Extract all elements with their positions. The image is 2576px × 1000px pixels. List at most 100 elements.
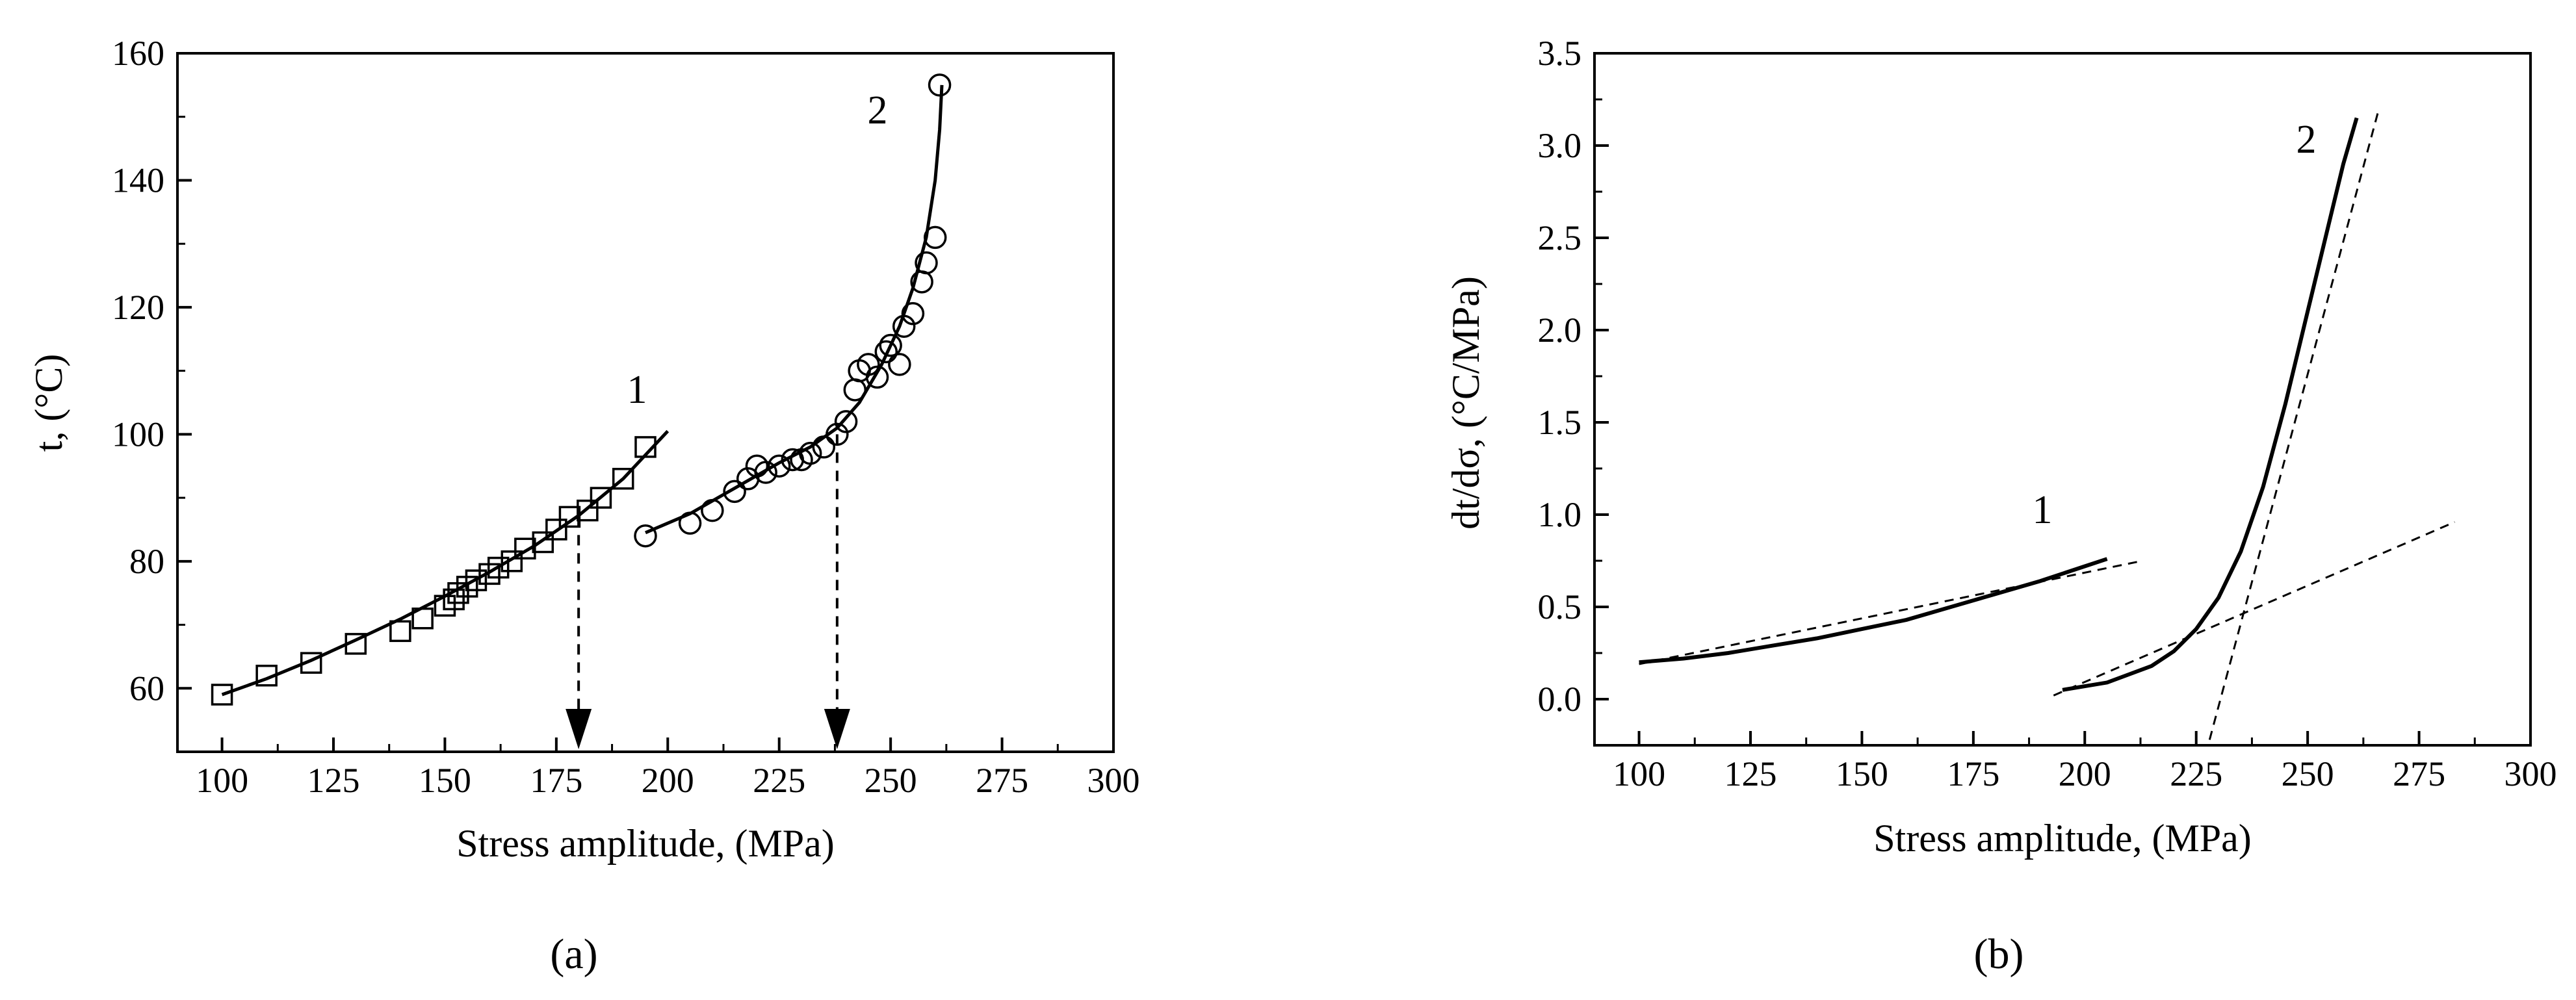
data-point-1-a [532,531,554,554]
x-axis-title-a: Stress amplitude, (MPa) [456,822,835,865]
b-y-tick-label: 3.0 [1538,126,1582,165]
fit-curve-1-a [221,429,670,697]
data-point-1-a [501,550,523,572]
series-b [1639,117,2359,692]
series-label-1-b: 1 [2033,488,2053,532]
b-x-tick-label: 200 [2059,754,2111,793]
derivative-curve-2-b [2062,117,2359,692]
data-point-2-a [915,251,938,275]
data-point-2-a [678,511,702,535]
data-point-1-a [389,620,411,643]
b-y-tick-label: 1.0 [1538,495,1582,534]
b-x-tick-label: 150 [1836,754,1888,793]
b-x-tick-label: 225 [2170,754,2222,793]
b-y-tick-label: 0.0 [1538,680,1582,719]
data-point-1-a [411,608,434,630]
b-x-tick-label: 300 [2504,754,2557,793]
data-point-2-a [865,365,889,389]
data-point-2-a [874,340,898,364]
data-point-2-a [834,410,858,433]
guide-arrow-head-2 [824,709,850,749]
a-y-tick-label: 60 [129,669,164,708]
axis-ticks-b: 100 125 150 175 200 225 250 275 300 0.0 0.5 1.0 1.5 2… [1538,34,2557,793]
data-point-1-a [545,519,567,541]
tangent-line-3 [2208,108,2380,740]
data-point-2-a [923,225,947,250]
data-point-1-a [577,499,599,522]
series-a [211,73,952,706]
b-x-tick-label: 100 [1613,754,1665,793]
a-x-tick-label: 150 [419,761,471,800]
b-x-tick-label: 175 [1947,754,1999,793]
x-axis-title-b: Stress amplitude, (MPa) [1873,817,2252,860]
data-point-2-a [928,73,952,97]
panel-label-a: (a) [550,930,597,978]
data-point-2-a [826,422,849,446]
b-y-tick-label: 2.5 [1538,218,1582,257]
data-point-2-a [701,498,724,522]
data-point-1-a [443,588,465,611]
b-x-tick-label: 125 [1724,754,1777,793]
data-point-2-a [892,314,916,338]
data-point-1-a [465,569,488,591]
a-y-tick-label: 80 [129,542,164,581]
data-point-2-a [879,333,902,357]
a-x-tick-label: 125 [307,761,360,800]
panel-label-b: (b) [1974,930,2024,978]
a-x-tick-label: 250 [865,761,917,800]
axis-ticks-a: 100 125 150 175 200 225 250 275 300 60 80 100 120 140… [112,34,1140,800]
tangent-line-1 [1639,559,2143,665]
data-point-2-a [767,454,791,478]
annotations-a [566,434,850,749]
b-y-tick-label: 1.5 [1538,403,1582,442]
a-x-tick-label: 225 [753,761,805,800]
b-y-tick-label: 0.5 [1538,587,1582,626]
data-point-2-a [843,378,867,402]
y-axis-title-b: dt/dσ, (°C/MPa) [1444,276,1487,530]
y-axis-title-a: t, (°C) [27,354,70,452]
b-x-tick-label: 250 [2282,754,2334,793]
data-point-2-a [857,353,880,376]
data-point-2-a [901,301,925,326]
data-point-1-a [487,556,510,579]
data-point-1-a [211,684,233,706]
a-x-tick-label: 200 [642,761,694,800]
data-point-1-a [514,537,536,560]
data-point-1-a [634,436,657,458]
series-label-2-a: 2 [868,88,888,133]
data-point-1-a [612,468,634,490]
chart-panel-b: 100 125 150 175 200 225 250 275 300 0.0 0.5 1.0 1.5 2… [1444,34,2557,978]
b-y-tick-label: 3.5 [1538,34,1582,73]
b-y-tick-label: 2.0 [1538,311,1582,350]
a-y-tick-label: 120 [112,288,164,327]
a-x-tick-label: 100 [196,761,248,800]
a-x-tick-label: 300 [1087,761,1140,800]
data-point-1-a [255,664,278,687]
data-point-2-a [634,524,657,548]
data-point-1-a [558,506,581,528]
a-y-tick-label: 160 [112,34,164,73]
tangent-line-2 [2053,520,2456,697]
a-y-tick-label: 100 [112,415,164,454]
b-x-tick-label: 275 [2393,754,2445,793]
series-label-1-a: 1 [627,368,647,412]
data-point-2-a [798,441,822,465]
series-label-2-b: 2 [2296,118,2317,162]
a-x-tick-label: 275 [976,761,1028,800]
a-y-tick-label: 140 [112,160,164,199]
chart-panel-a: 100 125 150 175 200 225 250 275 300 60 80 100 120 140… [27,34,1140,978]
plot-frame-b [1593,52,2532,747]
plot-frame-a [176,52,1115,753]
data-point-2-a [812,435,836,459]
reference-lines-b [1639,108,2456,740]
derivative-curve-1-b [1639,557,2108,665]
data-point-1-a [345,633,367,655]
data-point-1-a [300,652,322,674]
guide-arrow-head-1 [566,709,592,749]
a-x-tick-label: 175 [530,761,582,800]
data-point-2-a [754,461,777,484]
data-point-2-a [888,353,911,376]
data-point-2-a [723,480,746,504]
data-point-1-a [590,487,612,509]
